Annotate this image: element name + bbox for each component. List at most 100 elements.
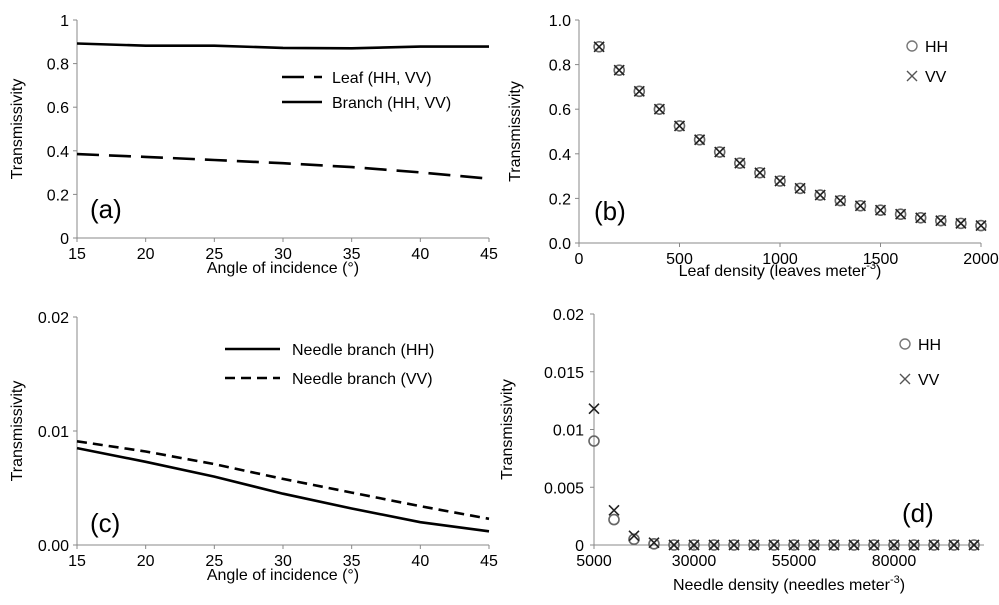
- data-point-hh: [613, 64, 626, 76]
- data-point-hh: [928, 539, 940, 551]
- legend-label-0: Leaf (HH, VV): [332, 70, 432, 87]
- y-tick-label: 0.2: [549, 191, 571, 208]
- panel-tag: (d): [902, 498, 934, 528]
- data-point-vv: [748, 539, 760, 551]
- data-point-hh: [894, 208, 907, 221]
- x-axis-label: Angle of incidence (°): [207, 567, 359, 584]
- y-axis-label: Transmissivity: [9, 381, 26, 482]
- legend-marker-1: [906, 70, 918, 82]
- data-point-vv: [648, 537, 660, 549]
- chart-panel-b: 0.0 0.2 0.4 0.6 0.8 1.0 0 500 1000 1500 2000 Transm…: [507, 13, 999, 280]
- y-tick-label: 0.01: [553, 423, 584, 440]
- x-axis-label-superscript: -3: [890, 574, 900, 586]
- legend-marker-1: [899, 373, 911, 385]
- data-point-vv: [668, 539, 680, 551]
- y-tick-label: 0: [60, 231, 69, 248]
- legend-label-1: VV: [918, 372, 940, 389]
- y-tick-label: 0.4: [549, 147, 571, 164]
- y-tick-label: 0.02: [553, 307, 584, 324]
- x-tick-label: 30000: [672, 553, 717, 570]
- x-tick-label: 25: [205, 246, 223, 263]
- data-point-vv: [814, 189, 826, 201]
- series-line-0: [76, 446, 490, 533]
- y-tick-label: 1.0: [549, 13, 571, 30]
- data-point-hh: [708, 539, 720, 551]
- data-point-hh: [673, 120, 686, 132]
- data-point-vv: [788, 539, 800, 551]
- data-point-hh: [934, 214, 947, 227]
- x-axis-label: Angle of incidence (°): [207, 260, 359, 277]
- data-point-hh: [633, 85, 646, 98]
- x-axis-label-main: Needle density (needles meter: [673, 577, 891, 594]
- data-point-vv: [868, 539, 880, 551]
- data-point-hh: [748, 539, 760, 551]
- data-point-hh: [774, 175, 786, 187]
- x-axis-label-end: ): [876, 263, 881, 280]
- data-point-vv: [794, 182, 806, 194]
- data-point-hh: [693, 133, 706, 146]
- data-point-hh: [593, 40, 605, 53]
- data-point-hh: [788, 539, 800, 551]
- y-tick-label: 0.005: [544, 480, 584, 497]
- x-tick-label: 30: [274, 246, 292, 263]
- y-tick-label: 0.8: [47, 57, 69, 74]
- data-point-hh: [713, 146, 726, 158]
- x-tick-label: 2000: [963, 251, 999, 268]
- data-point-vv: [768, 539, 780, 551]
- chart-panel-d: 0 0.005 0.01 0.015 0.02 5000 30000 55000 80000 Tr…: [499, 307, 984, 594]
- x-tick-label: 40: [411, 246, 429, 263]
- data-point-vv: [808, 539, 820, 551]
- data-point-vv: [854, 200, 866, 212]
- data-point-hh: [754, 166, 766, 179]
- data-point-vv: [608, 504, 620, 516]
- y-tick-label: 0.015: [544, 365, 584, 382]
- x-tick-label: 20: [137, 246, 155, 263]
- x-axis-label-main: Leaf density (leaves meter: [679, 263, 867, 280]
- x-axis-label: Leaf density (leaves meter-3): [679, 260, 882, 280]
- x-axis-label: Needle density (needles meter-3): [673, 574, 905, 594]
- series-line-1: [76, 440, 490, 521]
- data-point-vv: [653, 103, 665, 115]
- chart-panel-a: 0 0.2 0.4 0.6 0.8 1 15 20 25 30 35 40 45 Transmissivi…: [9, 13, 498, 277]
- x-tick-label: 15: [68, 246, 86, 263]
- data-point-vv: [928, 539, 940, 551]
- x-tick-label: 1500: [863, 251, 899, 268]
- data-point-vv: [714, 146, 726, 158]
- chart-panel-c: 0.00 0.01 0.02 15 20 25 30 35 40 45 Transmissivity…: [9, 310, 498, 584]
- data-point-hh: [888, 539, 900, 551]
- y-tick-label: 0.2: [47, 187, 69, 204]
- legend-marker-0: [906, 40, 918, 52]
- data-point-vv: [734, 157, 746, 169]
- data-point-hh: [874, 204, 887, 217]
- x-tick-label: 15: [68, 553, 86, 570]
- legend-label-0: HH: [918, 337, 941, 354]
- data-point-hh: [955, 217, 967, 230]
- data-point-hh: [948, 539, 960, 551]
- data-point-hh: [628, 533, 640, 546]
- data-point-hh: [653, 103, 666, 115]
- legend-label-0: HH: [925, 39, 948, 56]
- data-point-vv: [593, 41, 605, 53]
- data-point-hh: [828, 539, 840, 551]
- x-axis-label-superscript: -3: [866, 260, 876, 272]
- legend-label-1: Needle branch (VV): [292, 371, 433, 388]
- data-point-hh: [848, 539, 860, 551]
- data-point-vv: [874, 204, 887, 216]
- data-point-hh: [814, 189, 827, 201]
- data-point-hh: [968, 539, 980, 551]
- data-point-hh: [914, 212, 927, 224]
- data-point-vv: [754, 167, 766, 179]
- x-tick-label: 35: [343, 246, 361, 263]
- data-point-hh: [768, 539, 780, 551]
- series-line-0: [76, 152, 490, 180]
- data-point-vv: [935, 215, 947, 227]
- x-tick-label: 1000: [762, 251, 798, 268]
- x-axis-label-end: ): [900, 577, 905, 594]
- panel-tag: (a): [90, 194, 122, 224]
- data-point-hh: [608, 513, 620, 526]
- data-point-hh: [834, 194, 847, 207]
- data-point-hh: [688, 539, 700, 551]
- data-point-vv: [633, 85, 645, 97]
- x-tick-label: 25: [205, 553, 223, 570]
- data-point-vv: [708, 539, 720, 551]
